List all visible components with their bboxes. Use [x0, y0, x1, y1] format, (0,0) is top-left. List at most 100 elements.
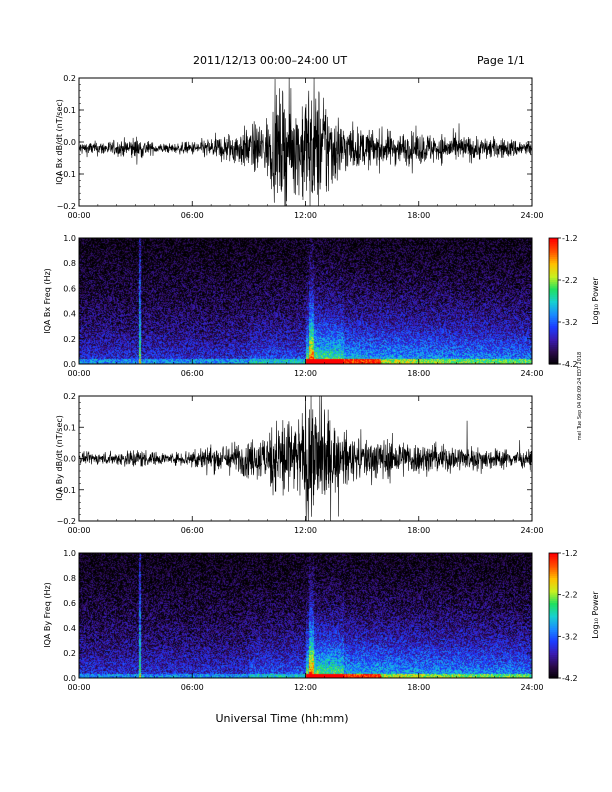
x-tick-label: 06:00	[181, 211, 204, 220]
x-axis-title: Universal Time (hh:mm)	[216, 712, 349, 725]
y-tick-label: 0.0	[63, 674, 76, 683]
header-date-range: 2011/12/13 00:00–24:00 UT	[193, 54, 347, 67]
y-tick-label: 0.4	[63, 310, 76, 319]
colorbar-swatch	[549, 561, 558, 565]
colorbar-swatch	[549, 580, 558, 583]
panel-bx-spectrogram: 00:00 06:00 12:00 18:00 24:00 1.0 0.8 0.6 0.4 0.2…	[43, 234, 600, 378]
colorbar-swatch	[549, 584, 558, 587]
colorbar-frame	[548, 237, 559, 365]
colorbar-swatch	[549, 307, 558, 310]
x-tick-label: 18:00	[407, 526, 430, 535]
colorbar-swatch	[549, 588, 558, 592]
colorbar-swatch	[549, 594, 558, 598]
side-note: mel Tue Sep 04 09:09:24 EDT 2018	[577, 352, 583, 440]
colorbar-swatch	[549, 250, 558, 254]
colorbar-swatch	[549, 267, 558, 271]
y-tick-label: 0.6	[63, 284, 76, 293]
colorbar-swatch	[549, 590, 558, 594]
spectrogram-image	[79, 238, 532, 364]
y-tick-label: 1.0	[63, 234, 76, 243]
x-tick-label: 24:00	[520, 526, 543, 535]
colorbar-swatch	[549, 609, 558, 612]
x-tick-label: 18:00	[407, 683, 430, 692]
colorbar-tick-label: -3.2	[562, 318, 578, 327]
colorbar-swatch	[549, 246, 558, 250]
colorbar-swatch	[549, 315, 558, 319]
colorbar-swatch	[549, 248, 558, 252]
colorbar-swatch	[549, 598, 558, 602]
colorbar-swatch	[549, 311, 558, 315]
y-axis-label: IQA Bx dB/dt (nT/sec)	[55, 99, 64, 185]
header-page: Page 1/1	[477, 54, 525, 67]
colorbar-swatch	[549, 596, 558, 600]
y-tick-label: 0.0	[63, 138, 76, 147]
y-tick-label: 0.4	[63, 624, 76, 633]
y-tick-label: 0.2	[63, 74, 76, 83]
colorbar: -1.2 -2.2 -3.2 -4.2	[548, 234, 578, 369]
x-tick-label: 12:00	[294, 211, 317, 220]
colorbar: -1.2 -2.2 -3.2 -4.2	[548, 549, 578, 683]
colorbar-swatch	[549, 636, 558, 640]
colorbar-swatch	[549, 351, 558, 355]
colorbar-swatch	[549, 277, 558, 281]
colorbar-swatch	[549, 317, 558, 321]
colorbar-swatch	[549, 269, 558, 273]
colorbar-swatch	[549, 330, 558, 334]
x-tick-label: 12:00	[294, 369, 317, 378]
colorbar-tick-label: -1.2	[562, 234, 578, 243]
colorbar-swatch	[549, 642, 558, 646]
colorbar-swatch	[549, 345, 558, 348]
colorbar-swatch	[549, 259, 558, 262]
y-tick-label: 0.0	[63, 360, 76, 369]
x-tick-label: 18:00	[407, 369, 430, 378]
colorbar-swatch	[549, 592, 558, 596]
colorbar-swatch	[549, 669, 558, 673]
y-tick-label: 0.2	[63, 649, 76, 658]
colorbar-swatch	[549, 240, 558, 243]
colorbar-swatch	[549, 553, 558, 556]
colorbar-tick-label: -2.2	[562, 276, 578, 285]
colorbar-swatch	[549, 334, 558, 338]
x-tick-label: 00:00	[67, 369, 90, 378]
colorbar-swatch	[549, 254, 558, 258]
colorbar-swatch	[549, 632, 558, 635]
colorbar-swatch	[549, 271, 558, 275]
colorbar-swatch	[549, 665, 558, 669]
colorbar-swatch	[549, 557, 558, 560]
colorbar-swatch	[549, 603, 558, 606]
x-tick-label: 00:00	[67, 683, 90, 692]
colorbar-swatch	[549, 349, 558, 352]
colorbar-tick-label: -2.2	[562, 591, 578, 600]
colorbar-swatch	[549, 586, 558, 590]
colorbar-swatch	[549, 646, 558, 650]
y-tick-label: 0.1	[63, 106, 76, 115]
colorbar-swatch	[549, 657, 558, 660]
colorbar-swatch	[549, 280, 558, 283]
colorbar-swatch	[549, 294, 558, 298]
colorbar-tick-label: -1.2	[562, 549, 578, 558]
y-tick-label: 0.2	[63, 335, 76, 344]
colorbar-swatch	[549, 605, 558, 608]
colorbar-swatch	[549, 630, 558, 633]
y-tick-label: 0.6	[63, 599, 76, 608]
colorbar-swatch	[549, 573, 558, 577]
colorbar-swatch	[549, 252, 558, 256]
x-tick-label: 24:00	[520, 683, 543, 692]
colorbar-swatch	[549, 578, 558, 581]
colorbar-swatch	[549, 261, 558, 264]
y-tick-label: −0.1	[57, 486, 76, 495]
colorbar-swatch	[549, 648, 558, 652]
colorbar-swatch	[549, 600, 558, 604]
x-tick-label: 00:00	[67, 526, 90, 535]
spectrogram-image	[79, 553, 532, 678]
colorbar-swatch	[549, 284, 558, 287]
colorbar-swatch	[549, 273, 558, 277]
colorbar-swatch	[549, 650, 558, 654]
colorbar-swatch	[549, 634, 558, 637]
y-tick-label: 0.1	[63, 423, 76, 432]
colorbar-swatch	[549, 582, 558, 585]
colorbar-swatch	[549, 338, 558, 342]
x-tick-label: 12:00	[294, 683, 317, 692]
colorbar-swatch	[549, 328, 558, 331]
y-axis-label: IQA Bx Freq (Hz)	[43, 268, 52, 334]
